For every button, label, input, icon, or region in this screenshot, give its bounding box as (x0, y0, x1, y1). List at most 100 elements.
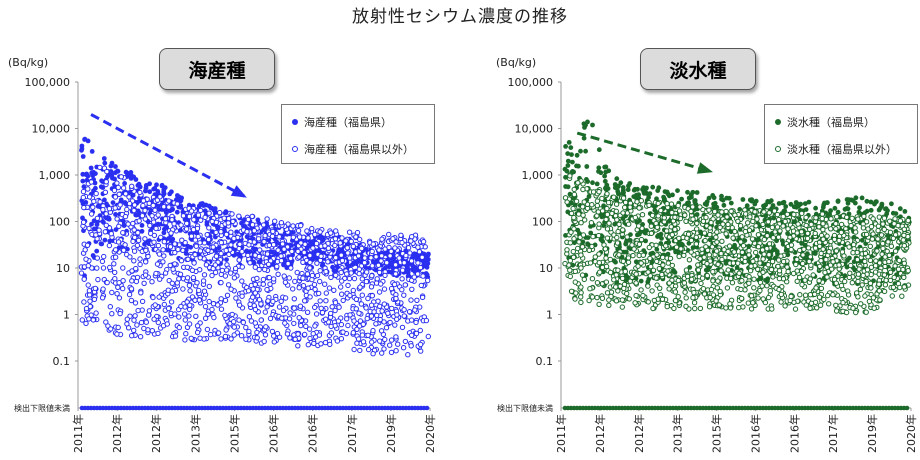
data-point (376, 269, 383, 276)
data-point (867, 243, 873, 250)
data-point (166, 204, 172, 210)
data-point (897, 206, 903, 212)
data-point (369, 263, 375, 269)
data-point (661, 194, 666, 200)
data-point (606, 297, 612, 303)
data-point (647, 191, 653, 197)
data-point (420, 239, 427, 245)
data-point (694, 226, 700, 232)
data-point (623, 241, 629, 247)
x-tick-label: 2015年 (710, 414, 724, 453)
data-point (360, 339, 367, 345)
data-point (245, 252, 251, 259)
data-point (339, 278, 345, 284)
data-point (757, 260, 763, 266)
data-point (178, 198, 184, 203)
data-point (196, 297, 203, 303)
data-point (246, 314, 253, 320)
data-point (697, 256, 703, 262)
data-point (185, 256, 191, 262)
data-point (802, 277, 808, 283)
data-point (356, 266, 362, 272)
data-point (344, 271, 350, 277)
data-point (369, 248, 375, 255)
y-tick-label: 100,000 (25, 76, 71, 89)
data-point (88, 211, 95, 217)
data-point (340, 297, 346, 304)
data-point (204, 232, 210, 238)
data-point (97, 164, 103, 171)
data-point (228, 286, 234, 292)
data-point (820, 246, 826, 252)
data-point (322, 339, 329, 346)
data-point (747, 268, 754, 274)
data-point (318, 253, 324, 259)
data-point (126, 291, 133, 298)
data-point (905, 268, 911, 274)
data-point (780, 200, 786, 206)
data-point (102, 229, 109, 235)
data-point (820, 226, 826, 233)
data-point (332, 307, 338, 314)
data-point (405, 352, 411, 358)
data-point (395, 341, 401, 347)
data-point (388, 349, 395, 356)
data-point (142, 207, 148, 214)
data-point (282, 320, 288, 326)
chart-panel-marine: 100,000 10,000 1,000 100 10 1 0.1 検出下限値未満 2011年 2… (8, 48, 437, 453)
data-point (334, 338, 341, 344)
data-point (159, 182, 165, 188)
data-point (724, 214, 730, 220)
data-point (881, 226, 887, 233)
data-point (99, 178, 104, 184)
data-point (292, 278, 298, 285)
data-point (580, 186, 586, 193)
data-point (264, 286, 270, 293)
y-tick-label: 1 (63, 309, 70, 322)
data-point (149, 328, 156, 334)
data-point (304, 271, 311, 277)
data-point (215, 330, 222, 336)
data-point (584, 164, 590, 169)
data-point (207, 331, 214, 338)
data-point (196, 287, 202, 294)
data-point (231, 324, 238, 330)
data-point (172, 261, 178, 267)
data-point (373, 321, 379, 327)
data-point (766, 223, 771, 228)
data-point (285, 260, 291, 267)
data-point (625, 259, 632, 265)
data-point (615, 189, 621, 195)
data-point (197, 207, 204, 214)
data-point (749, 198, 754, 204)
data-point (755, 295, 761, 301)
data-point (217, 209, 223, 216)
data-point (816, 278, 822, 284)
data-point (830, 259, 836, 265)
data-point (271, 276, 277, 282)
data-point (644, 185, 649, 191)
data-point (286, 316, 293, 322)
data-point (86, 288, 93, 294)
data-point (895, 222, 901, 229)
data-point (806, 199, 812, 205)
data-point (131, 202, 138, 208)
data-point (80, 178, 86, 184)
data-point (176, 314, 182, 320)
data-point (121, 247, 127, 254)
y-tick-label: 1,000 (39, 169, 71, 182)
data-point (387, 253, 393, 259)
data-point (339, 235, 345, 241)
data-point (881, 288, 888, 295)
data-point (570, 205, 576, 212)
data-point (344, 316, 350, 322)
data-point (650, 305, 656, 312)
data-point (699, 275, 706, 281)
data-point (200, 278, 207, 284)
data-point (880, 221, 886, 227)
data-point (604, 235, 611, 241)
data-point (155, 212, 161, 218)
data-point (269, 328, 276, 335)
data-point (275, 247, 281, 253)
data-point (201, 272, 208, 278)
